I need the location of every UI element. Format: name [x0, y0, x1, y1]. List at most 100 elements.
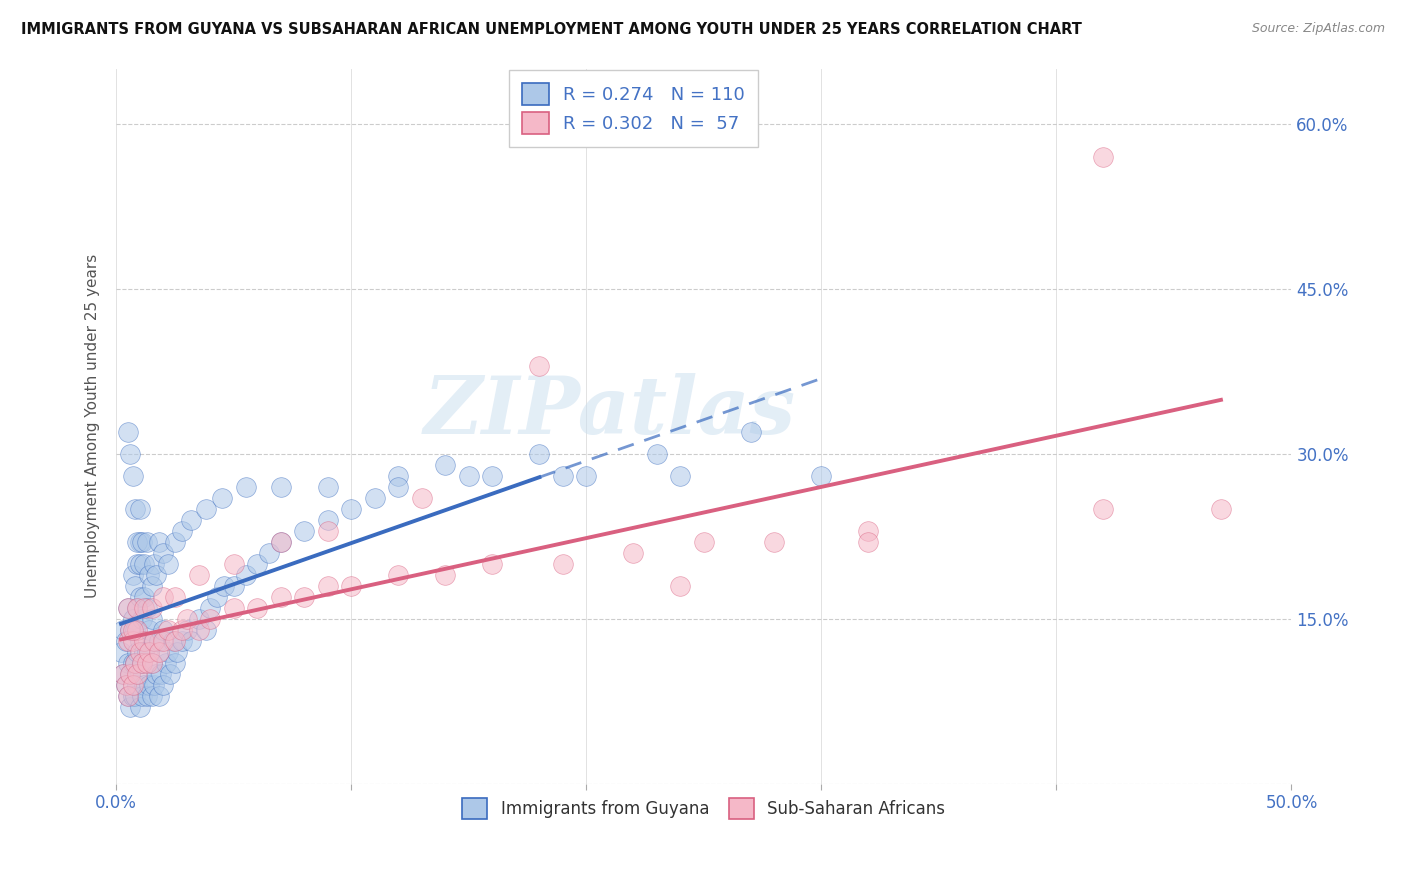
Point: [121, 623, 143, 637]
Point: [134, 633, 156, 648]
Point: [138, 623, 160, 637]
Legend: Immigrants from Guyana, Sub-Saharan Africans: Immigrants from Guyana, Sub-Saharan Afri…: [456, 792, 952, 825]
Point: [148, 689, 170, 703]
Point: [152, 633, 174, 648]
Point: [211, 491, 233, 505]
Point: [127, 534, 149, 549]
Point: [124, 623, 146, 637]
Point: [141, 579, 163, 593]
Point: [152, 546, 174, 560]
Point: [316, 513, 339, 527]
Point: [292, 590, 315, 604]
Point: [131, 656, 153, 670]
Point: [124, 579, 146, 593]
Point: [163, 590, 186, 604]
Point: [180, 513, 202, 527]
Point: [117, 656, 139, 670]
Point: [134, 590, 156, 604]
Point: [121, 656, 143, 670]
Point: [120, 666, 142, 681]
Text: IMMIGRANTS FROM GUYANA VS SUBSAHARAN AFRICAN UNEMPLOYMENT AMONG YOUTH UNDER 25 Y: IMMIGRANTS FROM GUYANA VS SUBSAHARAN AFR…: [21, 22, 1083, 37]
Point: [194, 623, 217, 637]
Point: [235, 567, 257, 582]
Point: [142, 633, 165, 648]
Point: [156, 645, 179, 659]
Point: [551, 468, 574, 483]
Point: [141, 600, 163, 615]
Point: [176, 623, 198, 637]
Point: [112, 623, 135, 637]
Point: [292, 524, 315, 538]
Point: [117, 600, 139, 615]
Point: [176, 612, 198, 626]
Point: [128, 534, 150, 549]
Point: [142, 678, 165, 692]
Point: [575, 468, 598, 483]
Point: [117, 600, 139, 615]
Point: [145, 666, 167, 681]
Point: [138, 567, 160, 582]
Point: [138, 678, 160, 692]
Point: [135, 600, 157, 615]
Point: [222, 600, 245, 615]
Point: [114, 678, 136, 692]
Point: [141, 689, 163, 703]
Point: [621, 546, 644, 560]
Point: [127, 645, 149, 659]
Point: [162, 633, 184, 648]
Point: [1209, 501, 1232, 516]
Point: [187, 567, 209, 582]
Point: [340, 501, 363, 516]
Point: [121, 678, 143, 692]
Point: [235, 480, 257, 494]
Point: [222, 557, 245, 571]
Point: [127, 678, 149, 692]
Point: [124, 689, 146, 703]
Point: [145, 567, 167, 582]
Point: [127, 623, 149, 637]
Point: [529, 447, 551, 461]
Point: [257, 546, 280, 560]
Point: [135, 656, 157, 670]
Point: [200, 600, 222, 615]
Point: [270, 590, 292, 604]
Point: [114, 678, 136, 692]
Point: [364, 491, 387, 505]
Point: [110, 645, 132, 659]
Point: [134, 645, 156, 659]
Point: [155, 656, 177, 670]
Point: [148, 534, 170, 549]
Point: [128, 590, 150, 604]
Point: [152, 678, 174, 692]
Point: [457, 468, 479, 483]
Point: [128, 501, 150, 516]
Point: [163, 656, 186, 670]
Point: [148, 633, 170, 648]
Point: [128, 633, 150, 648]
Point: [120, 699, 142, 714]
Point: [316, 579, 339, 593]
Text: Source: ZipAtlas.com: Source: ZipAtlas.com: [1251, 22, 1385, 36]
Point: [141, 656, 163, 670]
Point: [131, 612, 153, 626]
Point: [127, 666, 149, 681]
Point: [121, 689, 143, 703]
Point: [124, 656, 146, 670]
Point: [142, 557, 165, 571]
Point: [481, 557, 503, 571]
Point: [740, 425, 762, 439]
Point: [180, 633, 202, 648]
Point: [340, 579, 363, 593]
Point: [434, 458, 457, 472]
Point: [117, 689, 139, 703]
Point: [246, 557, 269, 571]
Point: [134, 600, 156, 615]
Point: [149, 666, 172, 681]
Point: [124, 656, 146, 670]
Point: [858, 524, 880, 538]
Point: [134, 557, 156, 571]
Point: [200, 612, 222, 626]
Point: [120, 666, 142, 681]
Point: [127, 600, 149, 615]
Point: [214, 579, 236, 593]
